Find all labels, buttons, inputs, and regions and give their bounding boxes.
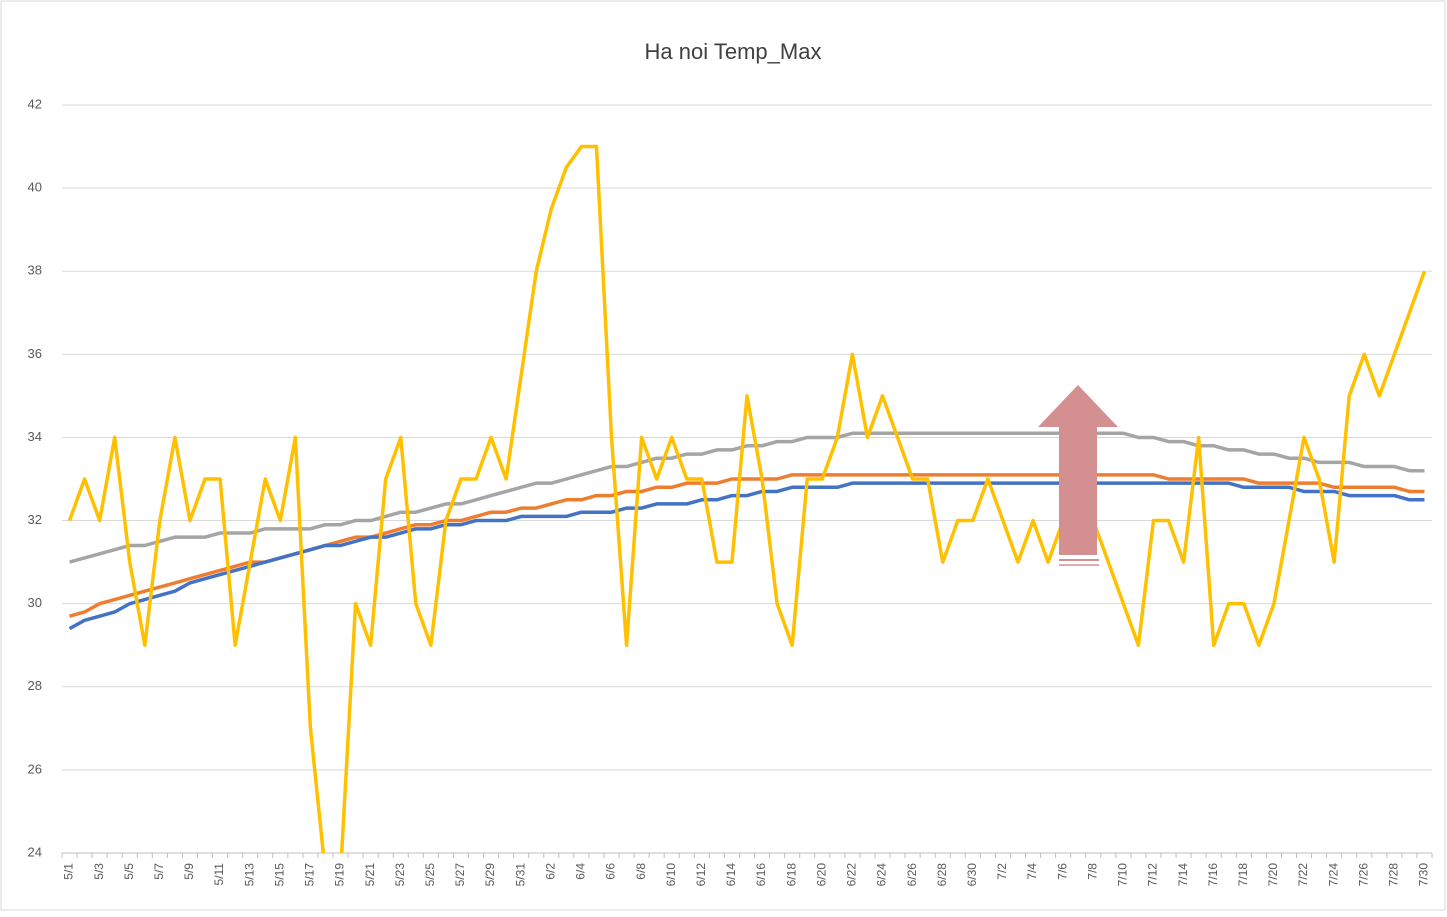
y-tick-label: 36	[28, 346, 42, 361]
y-tick-label: 34	[28, 429, 42, 444]
y-tick-label: 26	[28, 761, 42, 776]
y-tick-label: 30	[28, 595, 42, 610]
x-tick-label: 5/13	[242, 863, 256, 887]
x-tick-label: 5/7	[152, 863, 166, 880]
y-tick-label: 32	[28, 512, 42, 527]
x-tick-label: 7/6	[1055, 863, 1069, 880]
x-tick-label: 5/17	[303, 863, 317, 887]
x-tick-label: 6/18	[784, 863, 798, 887]
x-tick-label: 6/26	[905, 863, 919, 887]
x-tick-label: 5/19	[333, 863, 347, 887]
x-tick-label: 6/24	[875, 863, 889, 887]
x-tick-label: 6/10	[664, 863, 678, 887]
x-tick-label: 6/4	[574, 863, 588, 880]
arrow	[1038, 385, 1118, 566]
x-tick-label: 7/22	[1296, 863, 1310, 887]
x-tick-label: 5/11	[212, 863, 226, 886]
x-tick-label: 7/28	[1387, 863, 1401, 887]
x-tick-label: 6/2	[543, 863, 557, 880]
x-tick-label: 7/18	[1236, 863, 1250, 887]
x-tick-label: 7/2	[995, 863, 1009, 880]
plot	[67, 144, 1427, 853]
y-tick-label: 40	[28, 180, 42, 195]
y-tick-label: 38	[28, 263, 42, 278]
x-tick-label: 5/23	[393, 863, 407, 887]
x-tick-label: 5/3	[92, 863, 106, 880]
y-tick-label: 28	[28, 678, 42, 693]
arrow-shape	[1038, 385, 1118, 555]
x-tick-label: 7/4	[1025, 863, 1039, 880]
x-tick-label: 6/20	[814, 863, 828, 887]
x-tick-label: 5/1	[62, 863, 76, 880]
x-tick-label: 7/26	[1356, 863, 1370, 887]
y-tick-label: 42	[28, 96, 42, 111]
y-tick-label: 24	[28, 844, 42, 859]
x-tick-label: 6/8	[634, 863, 648, 880]
x-tick-label: 7/20	[1266, 863, 1280, 887]
x-tick-label: 6/12	[694, 863, 708, 887]
x-tick-label: 6/30	[965, 863, 979, 887]
x-tick-label: 7/16	[1206, 863, 1220, 887]
x-tick-label: 5/27	[453, 863, 467, 887]
x-tick-label: 6/22	[845, 863, 859, 887]
x-tick-label: 5/25	[423, 863, 437, 887]
x-tick-label: 5/31	[513, 863, 527, 887]
x-tick-label: 5/5	[122, 863, 136, 880]
x-tick-label: 7/24	[1326, 863, 1340, 887]
x-tick-label: 5/9	[182, 863, 196, 880]
series-line	[68, 481, 1425, 631]
x-tick-label: 6/14	[724, 863, 738, 887]
chart-title: Ha noi Temp_Max	[645, 39, 822, 64]
x-tick-label: 7/14	[1176, 863, 1190, 887]
x-tick-label: 6/16	[754, 863, 768, 887]
series-line	[67, 144, 1427, 853]
x-tick-label: 7/10	[1116, 863, 1130, 887]
grid	[61, 104, 1433, 858]
x-tick-label: 6/6	[604, 863, 618, 880]
x-tick-label: 7/12	[1146, 863, 1160, 887]
x-tick-label: 5/15	[272, 863, 286, 887]
x-tick-label: 5/29	[483, 863, 497, 887]
x-tick-label: 7/8	[1085, 863, 1099, 880]
x-tick-label: 5/21	[363, 863, 377, 887]
x-tick-label: 6/28	[935, 863, 949, 887]
x-tick-label: 7/30	[1417, 863, 1431, 887]
